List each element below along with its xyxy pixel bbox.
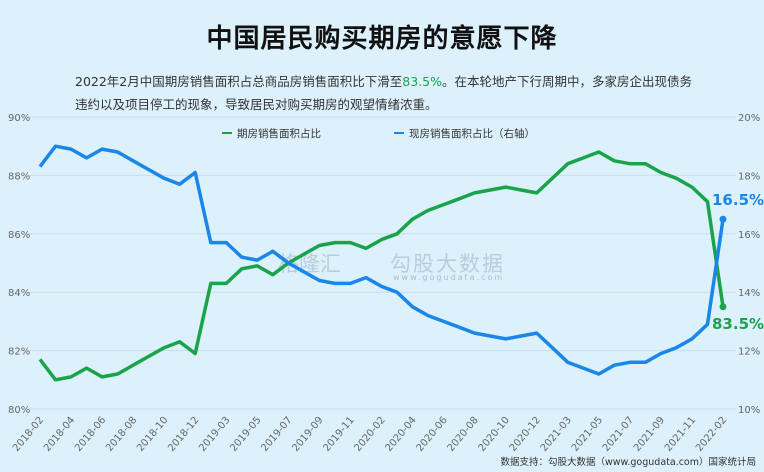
data-point xyxy=(719,215,727,223)
end-value-label: 16.5% xyxy=(712,191,764,209)
x-tick-label: 2020-10 xyxy=(477,415,512,454)
y-right-tick-label: 16% xyxy=(738,230,760,241)
x-tick-label: 2019-07 xyxy=(259,415,294,454)
series-line xyxy=(38,150,725,382)
x-tick-label: 2019-09 xyxy=(290,415,325,454)
y-left-tick-label: 88% xyxy=(8,171,30,182)
series-line xyxy=(38,144,725,376)
y-right-tick-label: 14% xyxy=(738,288,760,299)
x-tick-label: 2018-02 xyxy=(11,415,46,454)
y-right-tick-label: 18% xyxy=(738,171,760,182)
x-tick-label: 2021-03 xyxy=(539,415,574,454)
x-tick-label: 2020-02 xyxy=(353,415,388,454)
x-tick-label: 2022-02 xyxy=(694,415,729,454)
subtitle-text-rest: 。在本轮地产下行周期中，多家房企出现债务违约以及项目停工的现象，导致居民对购买期… xyxy=(75,74,692,112)
data-point xyxy=(719,303,727,311)
y-left-tick-label: 86% xyxy=(8,230,30,241)
legend-label: 期房销售面积占比 xyxy=(237,127,321,140)
x-tick-label: 2019-03 xyxy=(197,415,232,454)
subtitle: 2022年2月中国期房销售面积占总商品房销售面积比下滑至83.5%。在本轮地产下… xyxy=(75,70,695,116)
x-tick-label: 2018-04 xyxy=(42,415,77,454)
y-left-tick-label: 90% xyxy=(8,113,30,124)
watermark-url: www.gogudata.com xyxy=(393,273,505,282)
y-left-tick-label: 84% xyxy=(8,288,30,299)
y-right-tick-label: 20% xyxy=(738,113,760,124)
x-tick-label: 2018-08 xyxy=(104,415,139,454)
x-tick-label: 2020-08 xyxy=(446,415,481,454)
watermark-brand-2: 勾股大数据 xyxy=(390,252,505,276)
x-tick-label: 2019-05 xyxy=(228,415,263,454)
y-right-tick-label: 10% xyxy=(738,405,760,416)
x-tick-label: 2020-06 xyxy=(415,415,450,454)
x-tick-label: 2018-12 xyxy=(166,415,201,454)
end-value-label: 83.5% xyxy=(712,315,764,333)
y-right-tick-label: 12% xyxy=(738,347,760,358)
x-tick-label: 2018-10 xyxy=(135,415,170,454)
subtitle-highlight: 83.5% xyxy=(402,74,442,89)
y-left-tick-label: 80% xyxy=(8,405,30,416)
x-tick-label: 2018-06 xyxy=(73,415,108,454)
x-tick-label: 2021-11 xyxy=(663,415,698,454)
x-tick-label: 2020-04 xyxy=(384,415,419,454)
legend-label: 现房销售面积占比（右轴） xyxy=(409,127,535,140)
page-title: 中国居民购买期房的意愿下降 xyxy=(206,24,558,54)
x-tick-label: 2021-05 xyxy=(570,415,605,454)
x-tick-label: 2021-07 xyxy=(601,415,636,454)
x-tick-label: 2019-11 xyxy=(321,415,356,454)
subtitle-text: 2022年2月中国期房销售面积占总商品房销售面积比下滑至 xyxy=(75,74,403,89)
x-tick-label: 2020-12 xyxy=(508,415,543,454)
y-left-tick-label: 82% xyxy=(8,347,30,358)
source-note: 数据支持：勾股大数据（www.gogudata.com）国家统计局 xyxy=(500,457,756,468)
x-tick-label: 2021-09 xyxy=(632,415,667,454)
